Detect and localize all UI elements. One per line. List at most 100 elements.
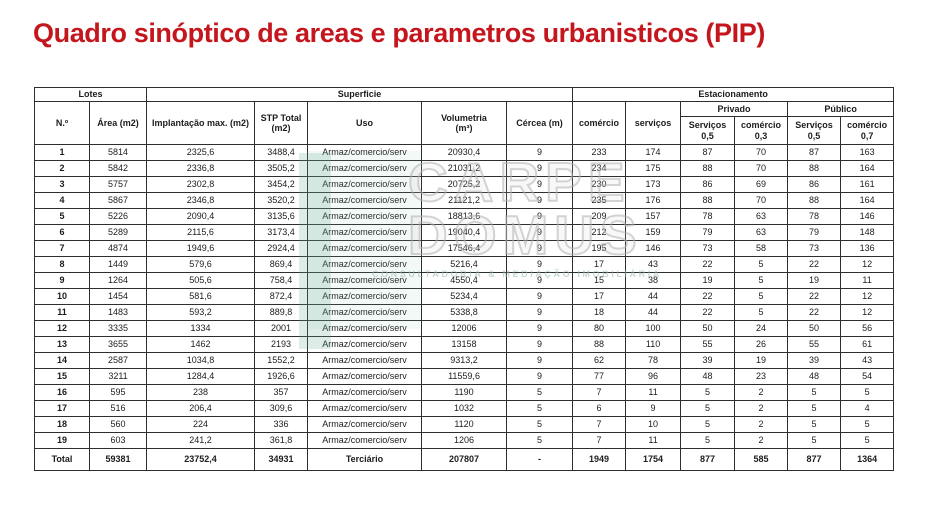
uso: Terciário bbox=[307, 448, 423, 471]
uso: Armaz/comercio/serv bbox=[307, 208, 423, 225]
table-row: 8 1449 579,6 869,4 Armaz/comercio/serv 5216,4… bbox=[34, 256, 895, 273]
header-publico-servicos-line1: Serviços bbox=[795, 120, 833, 131]
table-row: 7 4874 1949,6 2924,4 Armaz/comercio/serv 1754… bbox=[34, 240, 895, 257]
header-servicos: serviços bbox=[625, 101, 682, 145]
privado-comercio-03: 69 bbox=[734, 176, 789, 193]
lot-number: 2 bbox=[34, 160, 90, 177]
privado-servicos-05: 79 bbox=[680, 224, 736, 241]
header-publico: Público bbox=[787, 101, 895, 117]
privado-servicos-05: 5 bbox=[680, 432, 736, 449]
publico-servicos-05: 50 bbox=[787, 320, 842, 337]
cercea: 9 bbox=[506, 208, 574, 225]
privado-comercio-03: 63 bbox=[734, 208, 789, 225]
publico-comercio-07: 12 bbox=[840, 304, 895, 321]
servicos: 173 bbox=[625, 176, 682, 193]
header-stp-line2: (m2) bbox=[271, 123, 291, 133]
lot-number: Total bbox=[34, 448, 90, 471]
volumetria: 19040,4 bbox=[421, 224, 508, 241]
privado-servicos-05: 877 bbox=[680, 448, 736, 471]
volumetria: 18813,6 bbox=[421, 208, 508, 225]
comercio: 88 bbox=[572, 336, 627, 353]
publico-comercio-07: 56 bbox=[840, 320, 895, 337]
uso: Armaz/comercio/serv bbox=[307, 272, 423, 289]
area-m2: 5814 bbox=[88, 144, 148, 161]
table-row: 14 2587 1034,8 1552,2 Armaz/comercio/serv 931… bbox=[34, 352, 895, 369]
lot-number: 5 bbox=[34, 208, 90, 225]
table-row: 1 5814 2325,6 3488,4 Armaz/comercio/serv 2093… bbox=[34, 144, 895, 161]
publico-servicos-05: 88 bbox=[787, 192, 842, 209]
privado-comercio-03: 23 bbox=[734, 368, 789, 385]
implantacao-max: 224 bbox=[146, 416, 256, 433]
implantacao-max: 206,4 bbox=[146, 400, 256, 417]
header-lotes: Lotes bbox=[33, 87, 148, 102]
stp-total: 2001 bbox=[254, 320, 309, 337]
uso: Armaz/comercio/serv bbox=[307, 144, 423, 161]
uso: Armaz/comercio/serv bbox=[307, 400, 423, 417]
total-row: Total 59381 23752,4 34931 Terciário 207807-19… bbox=[34, 448, 895, 471]
implantacao-max: 505,6 bbox=[146, 272, 256, 289]
stp-total: 3454,2 bbox=[254, 176, 309, 193]
comercio: 195 bbox=[572, 240, 627, 257]
servicos: 11 bbox=[625, 384, 682, 401]
implantacao-max: 581,6 bbox=[146, 288, 256, 305]
header-privado-servicos: Serviços 0,5 bbox=[680, 116, 736, 145]
uso: Armaz/comercio/serv bbox=[307, 224, 423, 241]
table-foot: Total 59381 23752,4 34931 Terciário 207807-19… bbox=[34, 448, 895, 471]
cercea: 9 bbox=[506, 144, 574, 161]
header-privado: Privado bbox=[680, 101, 789, 117]
area-m2: 560 bbox=[88, 416, 148, 433]
privado-servicos-05: 19 bbox=[680, 272, 736, 289]
uso: Armaz/comercio/serv bbox=[307, 384, 423, 401]
comercio: 235 bbox=[572, 192, 627, 209]
privado-comercio-03: 70 bbox=[734, 160, 789, 177]
table-row: 10 1454 581,6 872,4 Armaz/comercio/serv 5234,… bbox=[34, 288, 895, 305]
comercio: 18 bbox=[572, 304, 627, 321]
privado-servicos-05: 87 bbox=[680, 144, 736, 161]
publico-comercio-07: 146 bbox=[840, 208, 895, 225]
uso: Armaz/comercio/serv bbox=[307, 304, 423, 321]
publico-servicos-05: 5 bbox=[787, 384, 842, 401]
publico-comercio-07: 161 bbox=[840, 176, 895, 193]
volumetria: 13158 bbox=[421, 336, 508, 353]
implantacao-max: 1284,4 bbox=[146, 368, 256, 385]
volumetria: 5234,4 bbox=[421, 288, 508, 305]
privado-servicos-05: 22 bbox=[680, 304, 736, 321]
publico-comercio-07: 12 bbox=[840, 288, 895, 305]
volumetria: 20930,4 bbox=[421, 144, 508, 161]
lot-number: 7 bbox=[34, 240, 90, 257]
table-row: 18 560 224 336 Armaz/comercio/serv 1120 5 7 10 5 2… bbox=[34, 416, 895, 433]
header-estacionamento: Estacionamento bbox=[572, 87, 895, 102]
stp-total: 3135,6 bbox=[254, 208, 309, 225]
uso: Armaz/comercio/serv bbox=[307, 256, 423, 273]
privado-comercio-03: 70 bbox=[734, 144, 789, 161]
stp-total: 357 bbox=[254, 384, 309, 401]
privado-comercio-03: 19 bbox=[734, 352, 789, 369]
table-row: 16 595 238 357 Armaz/comercio/serv 1190 5 7 11 5 2… bbox=[34, 384, 895, 401]
privado-servicos-05: 86 bbox=[680, 176, 736, 193]
privado-comercio-03: 5 bbox=[734, 256, 789, 273]
stp-total: 336 bbox=[254, 416, 309, 433]
comercio: 15 bbox=[572, 272, 627, 289]
comercio: 62 bbox=[572, 352, 627, 369]
implantacao-max: 579,6 bbox=[146, 256, 256, 273]
table-row: 19 603 241,2 361,8 Armaz/comercio/serv 1206 5 7… bbox=[34, 432, 895, 449]
privado-comercio-03: 5 bbox=[734, 288, 789, 305]
volumetria: 1120 bbox=[421, 416, 508, 433]
stp-total: 309,6 bbox=[254, 400, 309, 417]
stp-total: 361,8 bbox=[254, 432, 309, 449]
privado-servicos-05: 5 bbox=[680, 416, 736, 433]
header-cercea: Cércea (m) bbox=[506, 101, 574, 145]
table-row: 3 5757 2302,8 3454,2 Armaz/comercio/serv 2072… bbox=[34, 176, 895, 193]
lot-number: 12 bbox=[34, 320, 90, 337]
publico-comercio-07: 148 bbox=[840, 224, 895, 241]
comercio: 6 bbox=[572, 400, 627, 417]
uso: Armaz/comercio/serv bbox=[307, 336, 423, 353]
publico-servicos-05: 87 bbox=[787, 144, 842, 161]
lot-number: 6 bbox=[34, 224, 90, 241]
implantacao-max: 2090,4 bbox=[146, 208, 256, 225]
cercea: 9 bbox=[506, 256, 574, 273]
area-m2: 1264 bbox=[88, 272, 148, 289]
comercio: 77 bbox=[572, 368, 627, 385]
volumetria: 4550,4 bbox=[421, 272, 508, 289]
area-m2: 595 bbox=[88, 384, 148, 401]
